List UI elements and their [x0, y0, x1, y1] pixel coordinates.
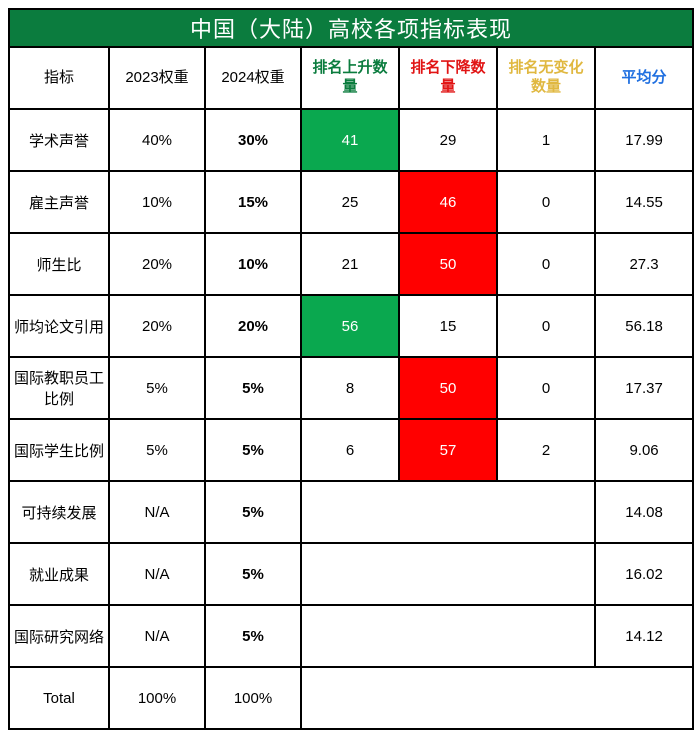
cell-down: 15	[399, 295, 497, 357]
cell-down: 46	[399, 171, 497, 233]
hdr-down: 排名下降数量	[399, 47, 497, 109]
cell-down: 50	[399, 233, 497, 295]
cell-up: 6	[301, 419, 399, 481]
cell-same: 0	[497, 295, 595, 357]
total-w2024: 100%	[205, 667, 301, 729]
hdr-same: 排名无变化数量	[497, 47, 595, 109]
cell-w2023: 20%	[109, 295, 205, 357]
cell-up: 21	[301, 233, 399, 295]
total-blank	[595, 667, 693, 729]
cell-avg: 9.06	[595, 419, 693, 481]
cell-w2023: N/A	[109, 481, 205, 543]
cell-up	[301, 481, 399, 543]
cell-indicator: 师均论文引用	[9, 295, 109, 357]
total-blank	[301, 667, 399, 729]
cell-indicator: 国际学生比例	[9, 419, 109, 481]
total-blank	[497, 667, 595, 729]
cell-w2024: 10%	[205, 233, 301, 295]
cell-w2023: 5%	[109, 419, 205, 481]
table-row: 国际学生比例5%5%65729.06	[9, 419, 693, 481]
cell-up	[301, 543, 399, 605]
header-row: 指标 2023权重 2024权重 排名上升数量 排名下降数量 排名无变化数量 平…	[9, 47, 693, 109]
cell-down: 50	[399, 357, 497, 419]
title-row: 中国（大陆）高校各项指标表现	[9, 9, 693, 47]
cell-up	[301, 605, 399, 667]
cell-down	[399, 605, 497, 667]
hdr-w2023: 2023权重	[109, 47, 205, 109]
cell-w2023: 20%	[109, 233, 205, 295]
table-title: 中国（大陆）高校各项指标表现	[9, 9, 693, 47]
cell-w2024: 5%	[205, 419, 301, 481]
cell-indicator: 师生比	[9, 233, 109, 295]
table-row: 可持续发展N/A5% 14.08	[9, 481, 693, 543]
table-row: 师生比20%10%2150027.3	[9, 233, 693, 295]
table-row: 雇主声誉10%15%2546014.55	[9, 171, 693, 233]
cell-same: 0	[497, 233, 595, 295]
cell-up: 56	[301, 295, 399, 357]
cell-down	[399, 543, 497, 605]
cell-down	[399, 481, 497, 543]
hdr-w2024: 2024权重	[205, 47, 301, 109]
cell-same: 2	[497, 419, 595, 481]
cell-up: 8	[301, 357, 399, 419]
table-row: 师均论文引用20%20%5615056.18	[9, 295, 693, 357]
table-row: 国际教职员工比例5%5%850017.37	[9, 357, 693, 419]
total-w2023: 100%	[109, 667, 205, 729]
table-row: 学术声誉40%30%4129117.99	[9, 109, 693, 171]
hdr-up: 排名上升数量	[301, 47, 399, 109]
total-label: Total	[9, 667, 109, 729]
cell-w2023: N/A	[109, 605, 205, 667]
cell-indicator: 就业成果	[9, 543, 109, 605]
cell-avg: 17.99	[595, 109, 693, 171]
cell-indicator: 学术声誉	[9, 109, 109, 171]
cell-w2024: 5%	[205, 481, 301, 543]
cell-w2023: 40%	[109, 109, 205, 171]
cell-same: 0	[497, 357, 595, 419]
cell-same	[497, 481, 595, 543]
cell-w2023: 5%	[109, 357, 205, 419]
cell-same	[497, 605, 595, 667]
hdr-avg: 平均分	[595, 47, 693, 109]
cell-w2024: 15%	[205, 171, 301, 233]
total-row: Total 100% 100%	[9, 667, 693, 729]
table-row: 国际研究网络N/A5% 14.12	[9, 605, 693, 667]
cell-indicator: 国际教职员工比例	[9, 357, 109, 419]
cell-w2024: 5%	[205, 605, 301, 667]
cell-avg: 16.02	[595, 543, 693, 605]
cell-avg: 14.12	[595, 605, 693, 667]
cell-w2024: 5%	[205, 543, 301, 605]
cell-indicator: 国际研究网络	[9, 605, 109, 667]
cell-up: 25	[301, 171, 399, 233]
cell-indicator: 雇主声誉	[9, 171, 109, 233]
cell-avg: 14.08	[595, 481, 693, 543]
cell-w2024: 30%	[205, 109, 301, 171]
cell-w2023: N/A	[109, 543, 205, 605]
total-blank	[399, 667, 497, 729]
cell-w2024: 5%	[205, 357, 301, 419]
cell-indicator: 可持续发展	[9, 481, 109, 543]
cell-avg: 27.3	[595, 233, 693, 295]
cell-down: 29	[399, 109, 497, 171]
cell-same	[497, 543, 595, 605]
cell-up: 41	[301, 109, 399, 171]
cell-avg: 14.55	[595, 171, 693, 233]
cell-down: 57	[399, 419, 497, 481]
cell-avg: 56.18	[595, 295, 693, 357]
cell-same: 0	[497, 171, 595, 233]
cell-w2024: 20%	[205, 295, 301, 357]
cell-same: 1	[497, 109, 595, 171]
table-row: 就业成果N/A5% 16.02	[9, 543, 693, 605]
cell-avg: 17.37	[595, 357, 693, 419]
cell-w2023: 10%	[109, 171, 205, 233]
indicator-table: 中国（大陆）高校各项指标表现 指标 2023权重 2024权重 排名上升数量 排…	[8, 8, 694, 730]
hdr-indicator: 指标	[9, 47, 109, 109]
